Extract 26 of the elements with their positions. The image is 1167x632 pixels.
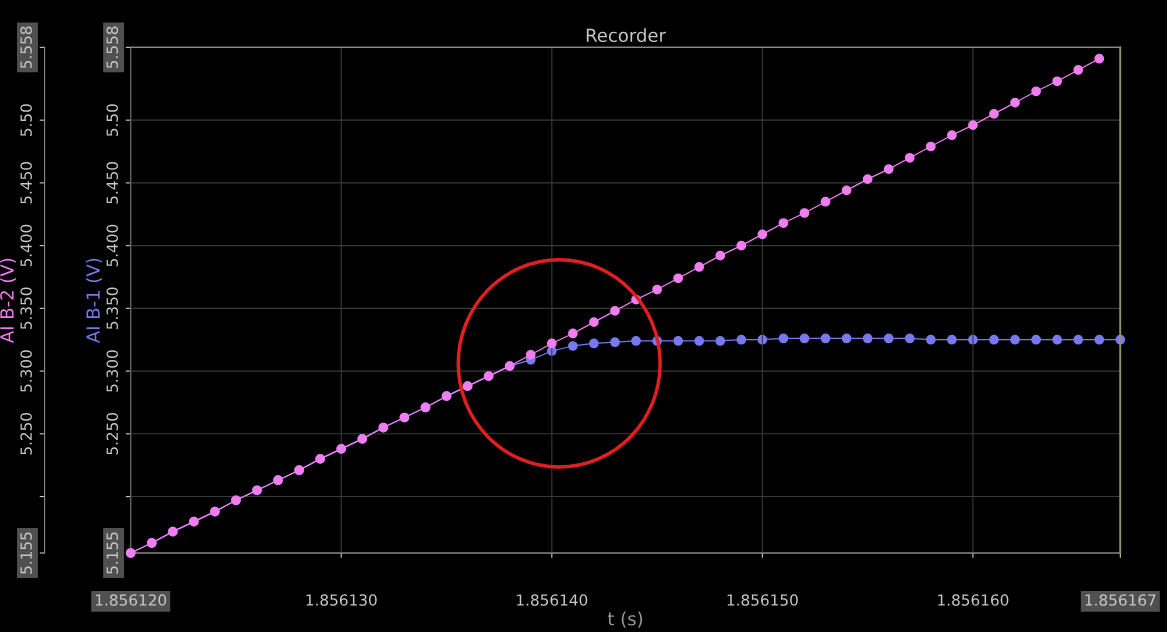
y2-tick-label: 5.558 bbox=[106, 26, 119, 69]
y2-tick-label: 5.350 bbox=[106, 287, 119, 330]
x-tick-label: 1.856160 bbox=[938, 594, 1009, 606]
y-tick-label: 5.400 bbox=[20, 224, 32, 267]
x-tick-label: 1.856167 bbox=[1085, 594, 1156, 606]
x-axis-title: t (s) bbox=[607, 611, 643, 628]
y-tick-label: 5.350 bbox=[20, 287, 32, 330]
chart-title: Recorder bbox=[586, 28, 666, 43]
x-tick-label: 1.856120 bbox=[95, 594, 167, 606]
y2-tick-label: 5.50 bbox=[106, 104, 119, 136]
y-axis-title: AI B-2 (V) bbox=[0, 258, 16, 344]
y-tick-label: 5.300 bbox=[20, 350, 32, 392]
x-tick-label: 1.856140 bbox=[517, 594, 588, 606]
y2-axis-title: AI B-1 (V) bbox=[85, 258, 103, 344]
y-tick-label: 5.250 bbox=[20, 412, 32, 455]
y-tick-label: 5.558 bbox=[20, 26, 32, 69]
x-tick-label: 1.856130 bbox=[306, 594, 377, 606]
y2-tick-label: 5.250 bbox=[106, 412, 119, 455]
y-tick-label: 5.155 bbox=[20, 532, 32, 574]
y2-tick-label: 5.450 bbox=[106, 162, 119, 204]
y-tick-label: 5.50 bbox=[20, 104, 32, 136]
y2-tick-label: 5.155 bbox=[106, 532, 119, 574]
x-tick-label: 1.856150 bbox=[727, 594, 798, 606]
y-tick-label: 5.450 bbox=[20, 162, 32, 204]
y2-tick-label: 5.300 bbox=[106, 350, 119, 392]
y2-tick-label: 5.400 bbox=[106, 224, 119, 267]
